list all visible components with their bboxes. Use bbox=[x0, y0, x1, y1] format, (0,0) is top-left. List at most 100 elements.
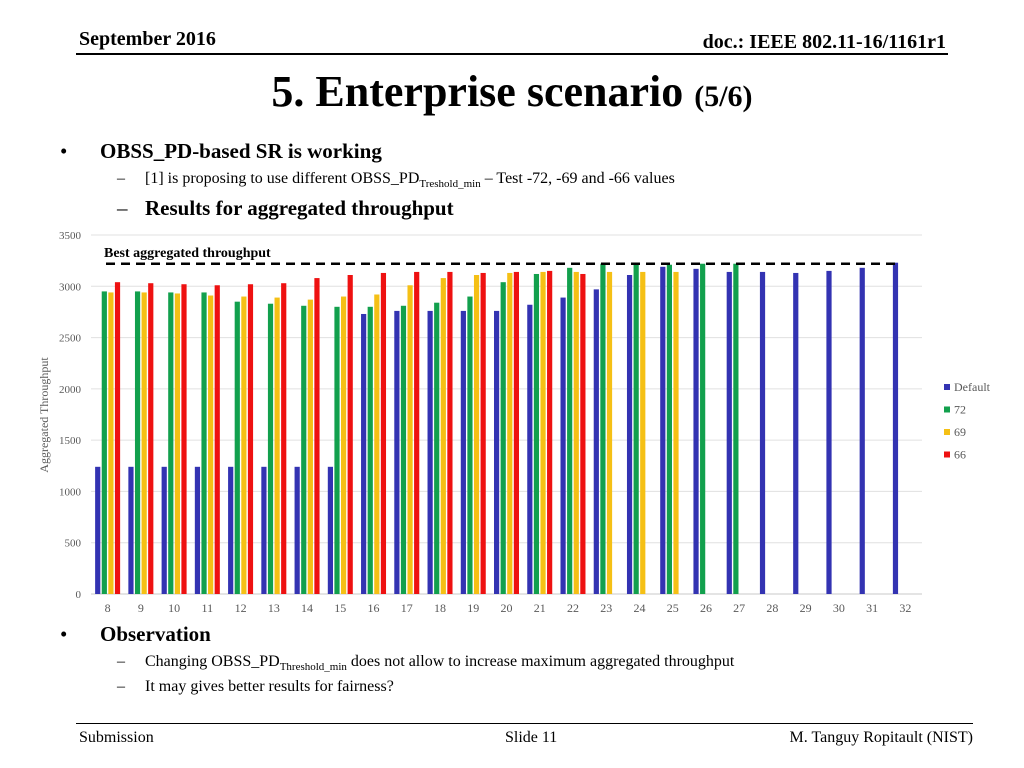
bar-69 bbox=[174, 293, 180, 594]
bar-72 bbox=[400, 305, 407, 594]
bar-default bbox=[527, 304, 533, 594]
x-tick-label: 17 bbox=[401, 601, 413, 615]
x-tick-label: 28 bbox=[766, 601, 778, 615]
bar-72 bbox=[134, 291, 141, 594]
x-tick-label: 8 bbox=[105, 601, 111, 615]
legend-swatch-72 bbox=[944, 406, 950, 413]
x-tick-label: 23 bbox=[600, 601, 612, 615]
x-tick-label: 25 bbox=[667, 601, 679, 615]
slide-title-main: 5. Enterprise scenario bbox=[271, 67, 684, 116]
bar-66 bbox=[547, 270, 553, 594]
legend-swatch-66 bbox=[944, 451, 950, 458]
y-tick-label: 1500 bbox=[59, 435, 82, 447]
bar-66 bbox=[580, 273, 586, 594]
y-tick-label: 2500 bbox=[59, 333, 82, 345]
x-tick-label: 12 bbox=[235, 601, 247, 615]
bar-default bbox=[494, 310, 500, 594]
bar-69 bbox=[573, 271, 579, 594]
bar-default bbox=[693, 268, 699, 594]
bar-69 bbox=[241, 296, 247, 594]
bar-default bbox=[394, 310, 400, 594]
bullet-observation-text: Observation bbox=[100, 622, 211, 646]
bar-69 bbox=[606, 271, 613, 594]
bar-default bbox=[593, 289, 599, 594]
bar-66 bbox=[314, 278, 320, 594]
dash-marker: – bbox=[117, 678, 125, 695]
bar-default bbox=[460, 310, 466, 594]
y-tick-label: 3000 bbox=[59, 281, 82, 293]
header-date: September 2016 bbox=[79, 28, 216, 50]
bar-66 bbox=[247, 284, 254, 594]
bar-69 bbox=[341, 296, 347, 594]
bar-default bbox=[759, 271, 766, 594]
bar-72 bbox=[700, 263, 706, 594]
bar-default bbox=[194, 466, 201, 594]
y-tick-label: 500 bbox=[65, 538, 82, 550]
x-tick-label: 11 bbox=[202, 601, 214, 615]
slide-title: 5. Enterprise scenario (5/6) bbox=[0, 66, 1024, 117]
subbullet-results: – Results for aggregated throughput bbox=[117, 196, 454, 221]
footer-slide-number: Slide 11 bbox=[505, 729, 558, 746]
bar-66 bbox=[214, 285, 220, 594]
bar-default bbox=[892, 262, 899, 594]
x-tick-label: 24 bbox=[633, 601, 645, 615]
bar-69 bbox=[473, 275, 480, 594]
x-tick-label: 31 bbox=[866, 601, 878, 615]
bar-72 bbox=[267, 303, 274, 594]
x-tick-label: 15 bbox=[334, 601, 346, 615]
bar-default bbox=[95, 466, 101, 594]
bar-72 bbox=[367, 306, 373, 594]
bar-default bbox=[560, 297, 566, 594]
x-tick-label: 13 bbox=[268, 601, 280, 615]
bar-72 bbox=[168, 292, 174, 594]
x-tick-label: 14 bbox=[301, 601, 313, 615]
bar-72 bbox=[334, 306, 340, 594]
bar-72 bbox=[500, 282, 506, 594]
legend-label-66: 66 bbox=[954, 448, 966, 462]
bar-72 bbox=[201, 292, 207, 594]
bar-default bbox=[361, 313, 367, 594]
bar-72 bbox=[101, 291, 107, 594]
bar-72 bbox=[301, 305, 307, 594]
bar-66 bbox=[148, 283, 154, 594]
bar-72 bbox=[600, 263, 606, 594]
bar-69 bbox=[307, 299, 313, 594]
bullet-observation: • Observation bbox=[60, 622, 211, 647]
bar-default bbox=[826, 270, 832, 594]
bar-default bbox=[327, 466, 333, 594]
bar-66 bbox=[380, 272, 387, 594]
bar-default bbox=[726, 271, 732, 594]
x-tick-label: 16 bbox=[368, 601, 380, 615]
bar-72 bbox=[434, 302, 440, 594]
bar-66 bbox=[347, 275, 353, 594]
bar-default bbox=[294, 466, 300, 594]
bar-69 bbox=[540, 271, 546, 594]
bar-default bbox=[161, 466, 167, 594]
header-divider bbox=[76, 53, 948, 55]
bar-default bbox=[228, 466, 234, 594]
legend-label-default: Default bbox=[954, 380, 991, 394]
bar-72 bbox=[533, 273, 540, 594]
bullet-marker: • bbox=[60, 622, 68, 646]
bar-72 bbox=[666, 264, 672, 594]
bar-default bbox=[261, 466, 267, 594]
bar-69 bbox=[374, 294, 380, 594]
bar-66 bbox=[281, 283, 287, 594]
slide-title-part: (5/6) bbox=[694, 80, 753, 113]
x-tick-label: 30 bbox=[833, 601, 845, 615]
dash-marker: – bbox=[117, 196, 128, 220]
subbullet-threshold-pre: Changing OBSS_PD bbox=[145, 653, 280, 670]
bar-69 bbox=[208, 295, 214, 594]
y-tick-label: 1000 bbox=[59, 486, 82, 498]
subbullet-threshold-post: does not allow to increase maximum aggre… bbox=[346, 653, 735, 670]
x-tick-label: 26 bbox=[700, 601, 712, 615]
subbullet-fairness: – It may gives better results for fairne… bbox=[117, 678, 394, 696]
best-throughput-annotation: Best aggregated throughput bbox=[104, 246, 271, 261]
subbullet-threshold: – Changing OBSS_PDThreshold_min does not… bbox=[117, 653, 735, 673]
dash-marker: – bbox=[117, 170, 125, 187]
legend-label-72: 72 bbox=[954, 403, 966, 417]
x-tick-label: 22 bbox=[567, 601, 579, 615]
dash-marker: – bbox=[117, 653, 125, 670]
bar-72 bbox=[234, 301, 240, 594]
bar-66 bbox=[181, 284, 187, 594]
